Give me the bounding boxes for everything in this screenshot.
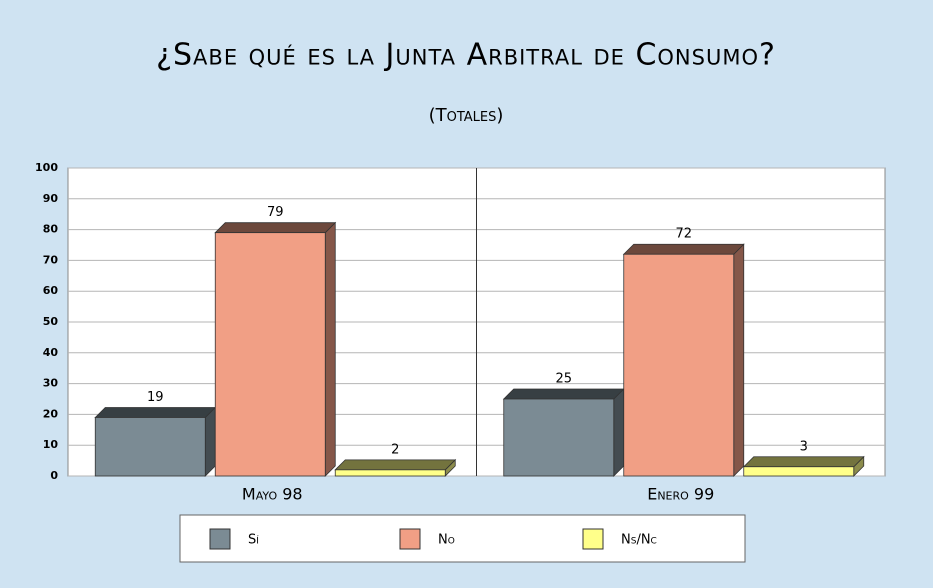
x-tick-label: Enero 99 xyxy=(647,485,714,504)
bar-side xyxy=(613,388,625,477)
y-tick-label: 80 xyxy=(43,223,59,236)
bar xyxy=(334,469,446,477)
legend-label: No xyxy=(438,533,455,548)
data-label: 19 xyxy=(147,390,164,405)
bar-top xyxy=(214,222,337,234)
y-tick-label: 10 xyxy=(43,438,59,451)
y-tick-label: 50 xyxy=(43,315,59,328)
legend xyxy=(179,514,746,563)
bar-top xyxy=(742,456,865,468)
bar-top xyxy=(622,243,745,255)
bar xyxy=(743,466,855,477)
bar xyxy=(623,253,735,477)
y-tick-label: 60 xyxy=(43,284,59,297)
bar-side xyxy=(324,221,336,477)
y-tick-label: 0 xyxy=(50,469,58,482)
y-tick-label: 70 xyxy=(43,253,59,266)
y-tick-label: 100 xyxy=(35,161,58,174)
chart-subtitle: (Totales) xyxy=(429,105,504,126)
bar-side xyxy=(204,406,216,477)
y-tick-label: 90 xyxy=(43,192,59,205)
legend-label: Sí xyxy=(248,533,259,548)
y-tick-label: 20 xyxy=(43,407,59,420)
y-tick-label: 30 xyxy=(43,377,59,390)
x-tick-label: Mayo 98 xyxy=(242,485,303,504)
legend-swatch xyxy=(582,528,604,550)
legend-swatch xyxy=(399,528,421,550)
bar xyxy=(214,232,326,477)
bar xyxy=(503,398,615,477)
bar-top xyxy=(334,459,457,471)
bar-top xyxy=(94,407,217,418)
data-label: 72 xyxy=(675,227,692,242)
chart-title: ¿Sabe qué es la Junta Arbitral de Consum… xyxy=(156,38,776,73)
legend-label: Ns/Nc xyxy=(621,533,657,548)
data-label: 2 xyxy=(391,442,399,457)
bar-top xyxy=(502,388,625,400)
bar xyxy=(94,417,206,477)
y-tick-label: 40 xyxy=(43,346,59,359)
bar-side xyxy=(733,243,745,477)
legend-swatch xyxy=(209,528,231,550)
data-label: 3 xyxy=(800,439,808,454)
data-label: 25 xyxy=(555,372,572,387)
data-label: 79 xyxy=(267,205,284,220)
